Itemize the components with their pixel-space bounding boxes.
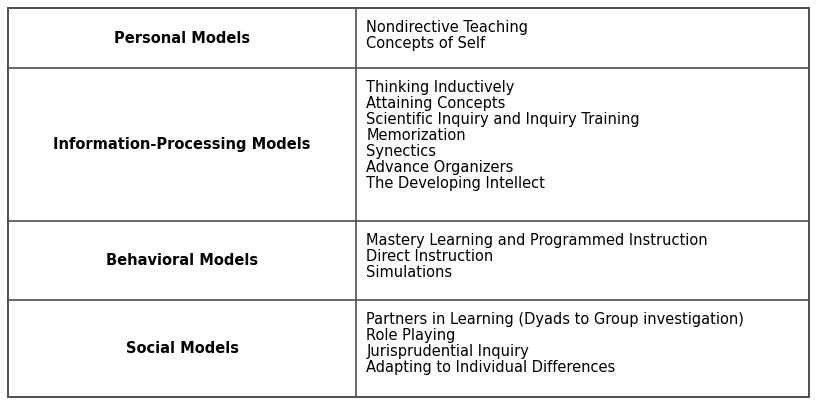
Text: Behavioral Models: Behavioral Models: [106, 253, 258, 268]
Text: Adapting to Individual Differences: Adapting to Individual Differences: [367, 360, 616, 375]
Text: Nondirective Teaching: Nondirective Teaching: [367, 20, 529, 35]
Text: Role Playing: Role Playing: [367, 328, 456, 343]
Text: Attaining Concepts: Attaining Concepts: [367, 96, 506, 111]
Text: Information-Processing Models: Information-Processing Models: [53, 137, 311, 152]
Text: Scientific Inquiry and Inquiry Training: Scientific Inquiry and Inquiry Training: [367, 112, 640, 127]
Text: Simulations: Simulations: [367, 265, 453, 280]
Text: Partners in Learning (Dyads to Group investigation): Partners in Learning (Dyads to Group inv…: [367, 312, 744, 327]
Text: Thinking Inductively: Thinking Inductively: [367, 80, 515, 95]
Text: Advance Organizers: Advance Organizers: [367, 160, 514, 175]
Text: Memorization: Memorization: [367, 128, 466, 143]
Text: Direct Instruction: Direct Instruction: [367, 249, 493, 264]
Text: Concepts of Self: Concepts of Self: [367, 36, 485, 51]
Text: Jurisprudential Inquiry: Jurisprudential Inquiry: [367, 344, 529, 359]
Text: Synectics: Synectics: [367, 144, 436, 159]
Text: Social Models: Social Models: [126, 341, 239, 356]
Text: The Developing Intellect: The Developing Intellect: [367, 176, 545, 191]
Text: Personal Models: Personal Models: [114, 31, 250, 46]
Text: Mastery Learning and Programmed Instruction: Mastery Learning and Programmed Instruct…: [367, 233, 708, 248]
